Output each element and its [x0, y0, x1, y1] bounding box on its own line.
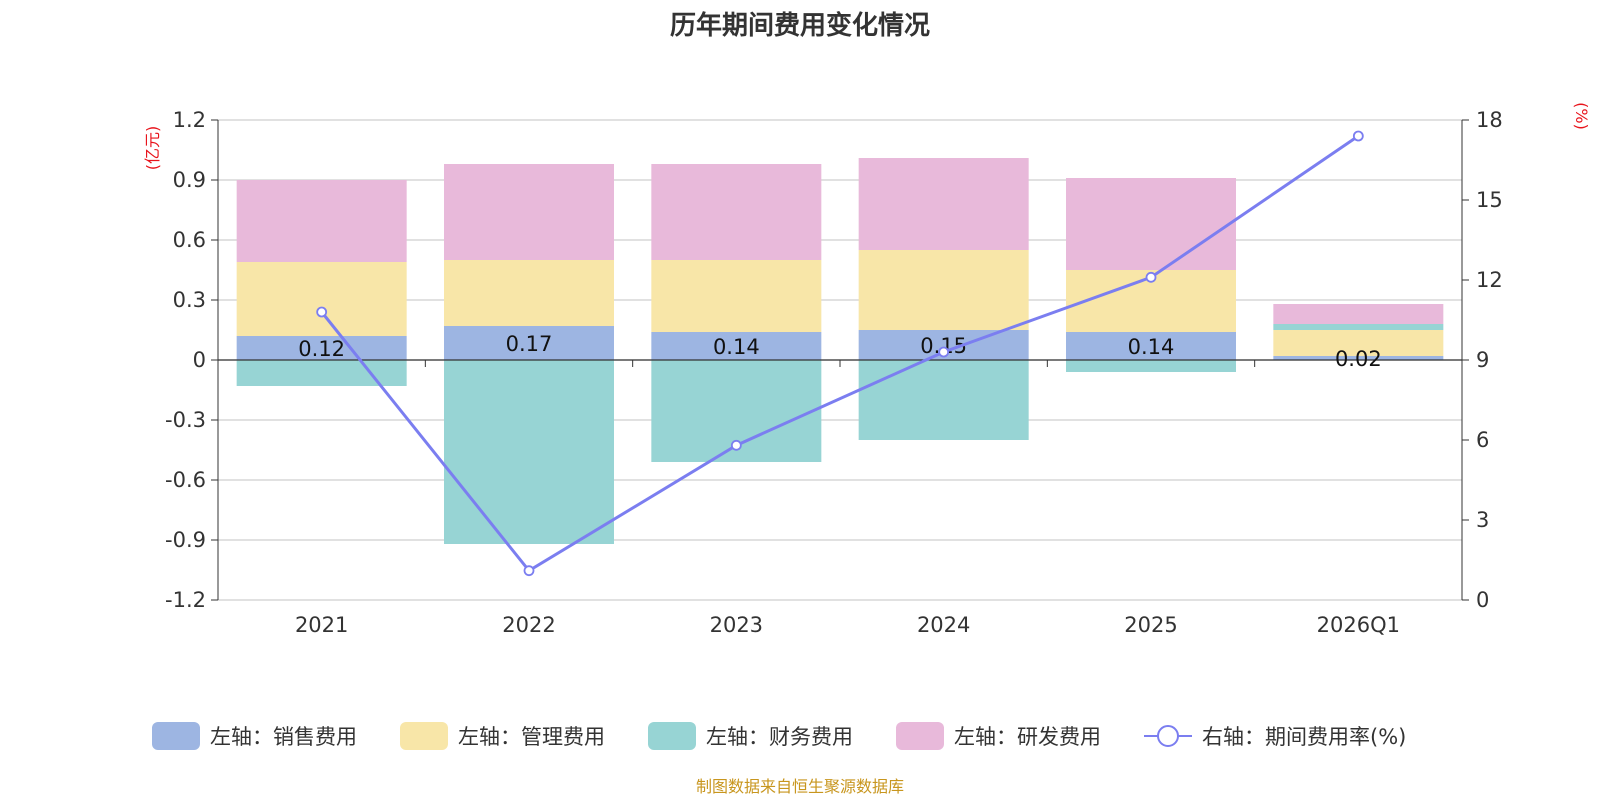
legend-label: 左轴：财务费用	[706, 725, 853, 749]
x-axis-tick-label: 2021	[295, 613, 348, 637]
bar-data-label: 0.12	[298, 337, 345, 361]
legend-line-marker	[1157, 725, 1179, 747]
x-axis-tick-label: 2022	[502, 613, 555, 637]
left-axis-unit: (亿元)	[143, 126, 162, 171]
x-axis-tick-label: 2024	[917, 613, 970, 637]
x-axis-tick-label: 2026Q1	[1317, 613, 1400, 637]
rate-line-point	[730, 439, 742, 451]
bar-segment	[858, 158, 1029, 250]
axes: 1.2 0.9 0.6 0.3 0 -0.3 -0.6 -0.9 -1.2 18 15 12 9 6 3 0 2…	[165, 108, 1503, 637]
right-axis-tick-label: 0	[1476, 588, 1489, 612]
left-axis-tick-label: 0.3	[173, 288, 206, 312]
bar-segment	[236, 262, 407, 336]
bar-data-label: 0.14	[1128, 335, 1175, 359]
right-axis-tick-label: 9	[1476, 348, 1489, 372]
bar-segment	[444, 164, 614, 260]
x-axis-tick-label: 2023	[710, 613, 763, 637]
legend-swatch	[648, 722, 696, 750]
bar-segment	[651, 332, 822, 360]
legend: 左轴：销售费用 左轴：管理费用 左轴：财务费用 左轴：研发费用 右轴：期间费用率(%)	[152, 722, 1406, 750]
bar-segment	[858, 360, 1029, 440]
bar-segment	[1066, 360, 1236, 372]
legend-swatch	[152, 722, 200, 750]
left-axis-tick-label: 0.9	[173, 168, 206, 192]
left-axis-tick-label: 1.2	[173, 108, 206, 132]
legend-label: 左轴：管理费用	[458, 725, 605, 749]
bar-segment	[236, 336, 407, 360]
bar-segment	[444, 360, 614, 544]
bars	[236, 158, 1444, 544]
bar-segment	[1066, 332, 1236, 360]
data-labels: 0.12 0.17 0.14 0.15 0.14 0.02	[298, 332, 1381, 371]
right-axis-tick-label: 6	[1476, 428, 1489, 452]
rate-line-path	[320, 134, 1360, 573]
rate-line-point	[938, 346, 950, 358]
right-axis-tick-label: 3	[1476, 508, 1489, 532]
source-note: 制图数据来自恒生聚源数据库	[696, 777, 904, 796]
chart-title: 历年期间费用变化情况	[670, 10, 930, 41]
legend-swatch	[400, 722, 448, 750]
bar-data-label: 0.02	[1335, 347, 1382, 371]
legend-swatch	[896, 722, 944, 750]
bar-segment	[1273, 304, 1444, 324]
bar-data-label: 0.14	[713, 335, 760, 359]
bar-segment	[236, 360, 407, 386]
legend-label: 左轴：销售费用	[210, 725, 357, 749]
right-axis-tick-label: 18	[1476, 108, 1503, 132]
x-axis-tick-label: 2025	[1124, 613, 1177, 637]
legend-label: 右轴：期间费用率(%)	[1202, 725, 1406, 749]
bar-segment	[651, 260, 822, 332]
rate-line-point	[1352, 130, 1364, 142]
bar-segment	[1273, 356, 1444, 360]
bar-segment	[1066, 178, 1236, 270]
bar-segment	[236, 180, 407, 262]
left-axis-tick-label: -0.3	[165, 408, 206, 432]
bar-segment	[444, 260, 614, 326]
rate-line-point	[1145, 271, 1157, 283]
right-axis-tick-label: 12	[1476, 268, 1503, 292]
left-axis-tick-label: -0.9	[165, 528, 206, 552]
left-axis-tick-label: -0.6	[165, 468, 206, 492]
bar-segment	[1273, 330, 1444, 356]
bar-segment	[651, 164, 822, 260]
left-axis-tick-label: 0.6	[173, 228, 206, 252]
bar-data-label: 0.17	[506, 332, 553, 356]
bar-segment	[858, 250, 1029, 330]
bar-segment	[444, 326, 614, 360]
rate-line-point	[316, 306, 328, 318]
legend-label: 左轴：研发费用	[954, 725, 1101, 749]
right-axis-tick-label: 15	[1476, 188, 1503, 212]
rate-line	[316, 130, 1364, 577]
rate-line-point	[523, 565, 535, 577]
bar-segment	[1273, 324, 1444, 330]
left-axis-tick-label: 0	[193, 348, 206, 372]
left-axis-tick-label: -1.2	[165, 588, 206, 612]
right-axis-unit: (%)	[1572, 102, 1591, 130]
